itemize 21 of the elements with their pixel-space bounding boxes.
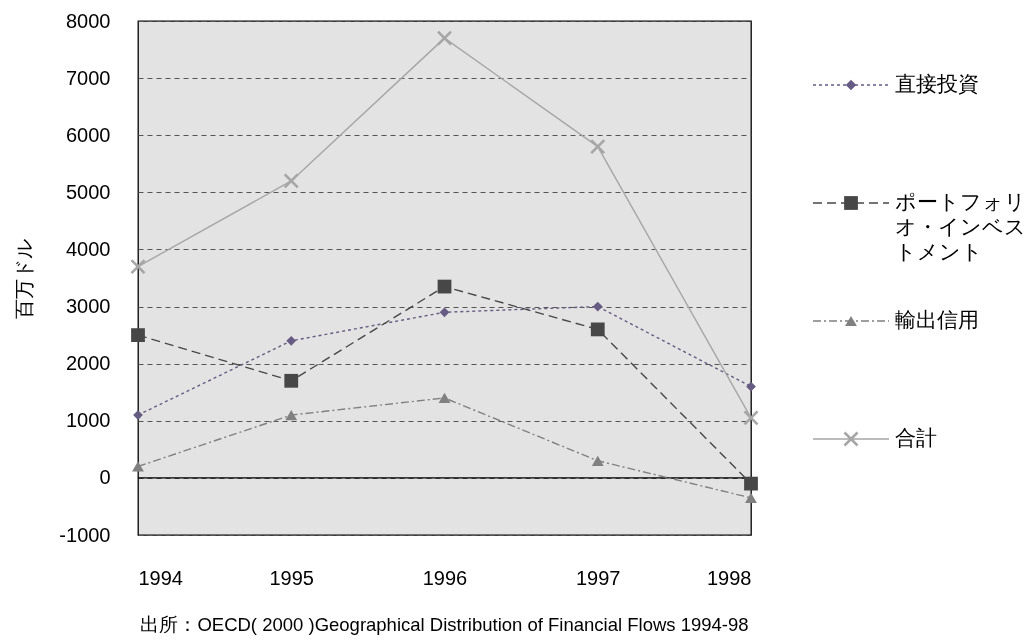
y-axis-title: 百万ドル xyxy=(13,238,36,319)
legend-label: 合計 xyxy=(895,426,937,449)
text: 出所：OECD( 2000 )Geographical Distribution of Financial Flows 1994-98 xyxy=(140,614,749,635)
y-tick-label: 7000 xyxy=(66,66,111,89)
x-tick-label: 1997 xyxy=(576,566,621,589)
y-tick-label: 8000 xyxy=(66,9,111,32)
y-tick-label: 2000 xyxy=(66,352,111,375)
y-tick-label: -1000 xyxy=(59,523,111,546)
y-tick-label: 6000 xyxy=(66,123,111,146)
y-tick-label: 3000 xyxy=(66,295,111,318)
x-tick-label: 1996 xyxy=(422,566,468,589)
legend-label: 直接投資 xyxy=(895,72,979,95)
x-tick-label: 1998 xyxy=(707,566,752,589)
y-tick-label: 5000 xyxy=(66,180,111,203)
legend-label: ポートフォリオ・インベストメント xyxy=(895,190,1026,263)
y-tick-label: 1000 xyxy=(66,409,111,432)
y-tick-label: 4000 xyxy=(66,237,111,260)
legend-label: 輸出信用 xyxy=(895,308,979,331)
x-tick-label: 1994 xyxy=(138,566,183,589)
x-tick-label: 1995 xyxy=(269,566,314,589)
y-tick-label: 0 xyxy=(99,466,111,489)
